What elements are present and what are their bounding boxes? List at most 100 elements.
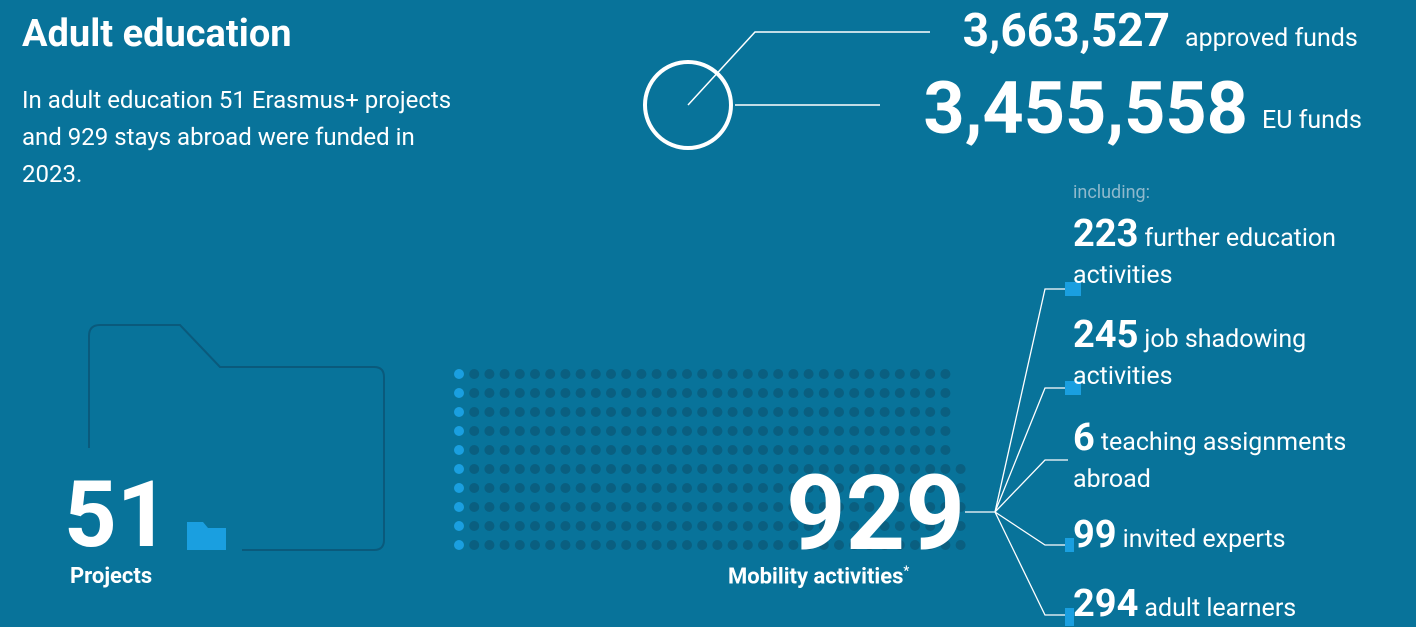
dot — [682, 483, 692, 493]
dot — [697, 407, 708, 417]
dot — [499, 464, 510, 474]
dot — [666, 464, 677, 474]
dot — [560, 369, 571, 379]
dot — [469, 483, 480, 493]
dot — [925, 502, 936, 512]
dot — [590, 407, 601, 417]
dot — [514, 521, 525, 531]
dot — [621, 521, 632, 531]
dot — [590, 502, 601, 512]
dot — [758, 483, 768, 493]
dot — [454, 521, 464, 531]
dot — [864, 407, 875, 417]
dot — [864, 540, 875, 550]
dot — [727, 426, 738, 436]
dot — [925, 369, 936, 379]
dot — [469, 369, 480, 379]
dot — [484, 407, 495, 417]
dot — [651, 540, 662, 550]
dot — [910, 521, 920, 531]
dot — [606, 521, 616, 531]
dot — [940, 540, 951, 550]
dot — [621, 540, 632, 550]
dot — [666, 540, 677, 550]
dot — [636, 426, 647, 436]
dot — [575, 521, 586, 531]
dot — [545, 483, 556, 493]
dot — [788, 521, 799, 531]
dot — [560, 464, 571, 474]
dot — [682, 369, 692, 379]
dot — [758, 521, 768, 531]
dot — [636, 483, 647, 493]
dot — [697, 445, 708, 455]
dot — [530, 407, 540, 417]
dot — [575, 483, 586, 493]
dot — [666, 483, 677, 493]
dot — [925, 464, 936, 474]
dot — [834, 407, 844, 417]
dot — [484, 464, 495, 474]
dot — [651, 502, 662, 512]
dot — [803, 502, 814, 512]
dot — [834, 464, 844, 474]
dot — [849, 407, 860, 417]
dot — [682, 388, 692, 398]
dot — [818, 521, 829, 531]
projects-value: 51 — [64, 462, 170, 569]
item-value: 99 — [1073, 513, 1117, 557]
dot — [864, 426, 875, 436]
dot — [560, 540, 571, 550]
dot — [454, 540, 464, 550]
dot — [575, 369, 586, 379]
funds-circle — [643, 60, 733, 150]
dot — [742, 540, 753, 550]
mobility-value: 929 — [786, 454, 966, 575]
dot — [484, 521, 495, 531]
dot — [879, 483, 890, 493]
mobility-label-wrap: Mobility activities* — [728, 564, 909, 589]
dot — [621, 388, 632, 398]
connector — [687, 31, 930, 106]
dot — [575, 388, 586, 398]
dot — [727, 540, 738, 550]
dot — [651, 464, 662, 474]
dot — [803, 388, 814, 398]
dot — [514, 407, 525, 417]
breakdown-connectors — [965, 288, 1068, 616]
dot — [910, 388, 920, 398]
dot — [864, 502, 875, 512]
dot — [621, 464, 632, 474]
dot — [818, 369, 829, 379]
dot — [590, 521, 601, 531]
item-label: invited experts — [1122, 525, 1286, 554]
dot — [712, 445, 723, 455]
dot — [834, 483, 844, 493]
dot — [666, 407, 677, 417]
dot — [454, 388, 464, 398]
dot — [758, 445, 768, 455]
dot — [469, 521, 480, 531]
dot — [514, 502, 525, 512]
dot — [666, 369, 677, 379]
dot — [788, 502, 799, 512]
dot — [469, 502, 480, 512]
dot — [666, 502, 677, 512]
dot — [849, 426, 860, 436]
breakdown-heading: including: — [1073, 182, 1150, 203]
dot — [514, 483, 525, 493]
dot — [940, 369, 951, 379]
dot — [560, 426, 571, 436]
dot — [514, 445, 525, 455]
dot — [818, 483, 829, 493]
dot — [530, 464, 540, 474]
dot — [879, 445, 890, 455]
dot — [773, 521, 784, 531]
dot — [727, 388, 738, 398]
dot — [590, 426, 601, 436]
dot — [955, 483, 966, 493]
dot — [560, 388, 571, 398]
dot — [894, 483, 905, 493]
dot — [803, 426, 814, 436]
dot — [849, 388, 860, 398]
